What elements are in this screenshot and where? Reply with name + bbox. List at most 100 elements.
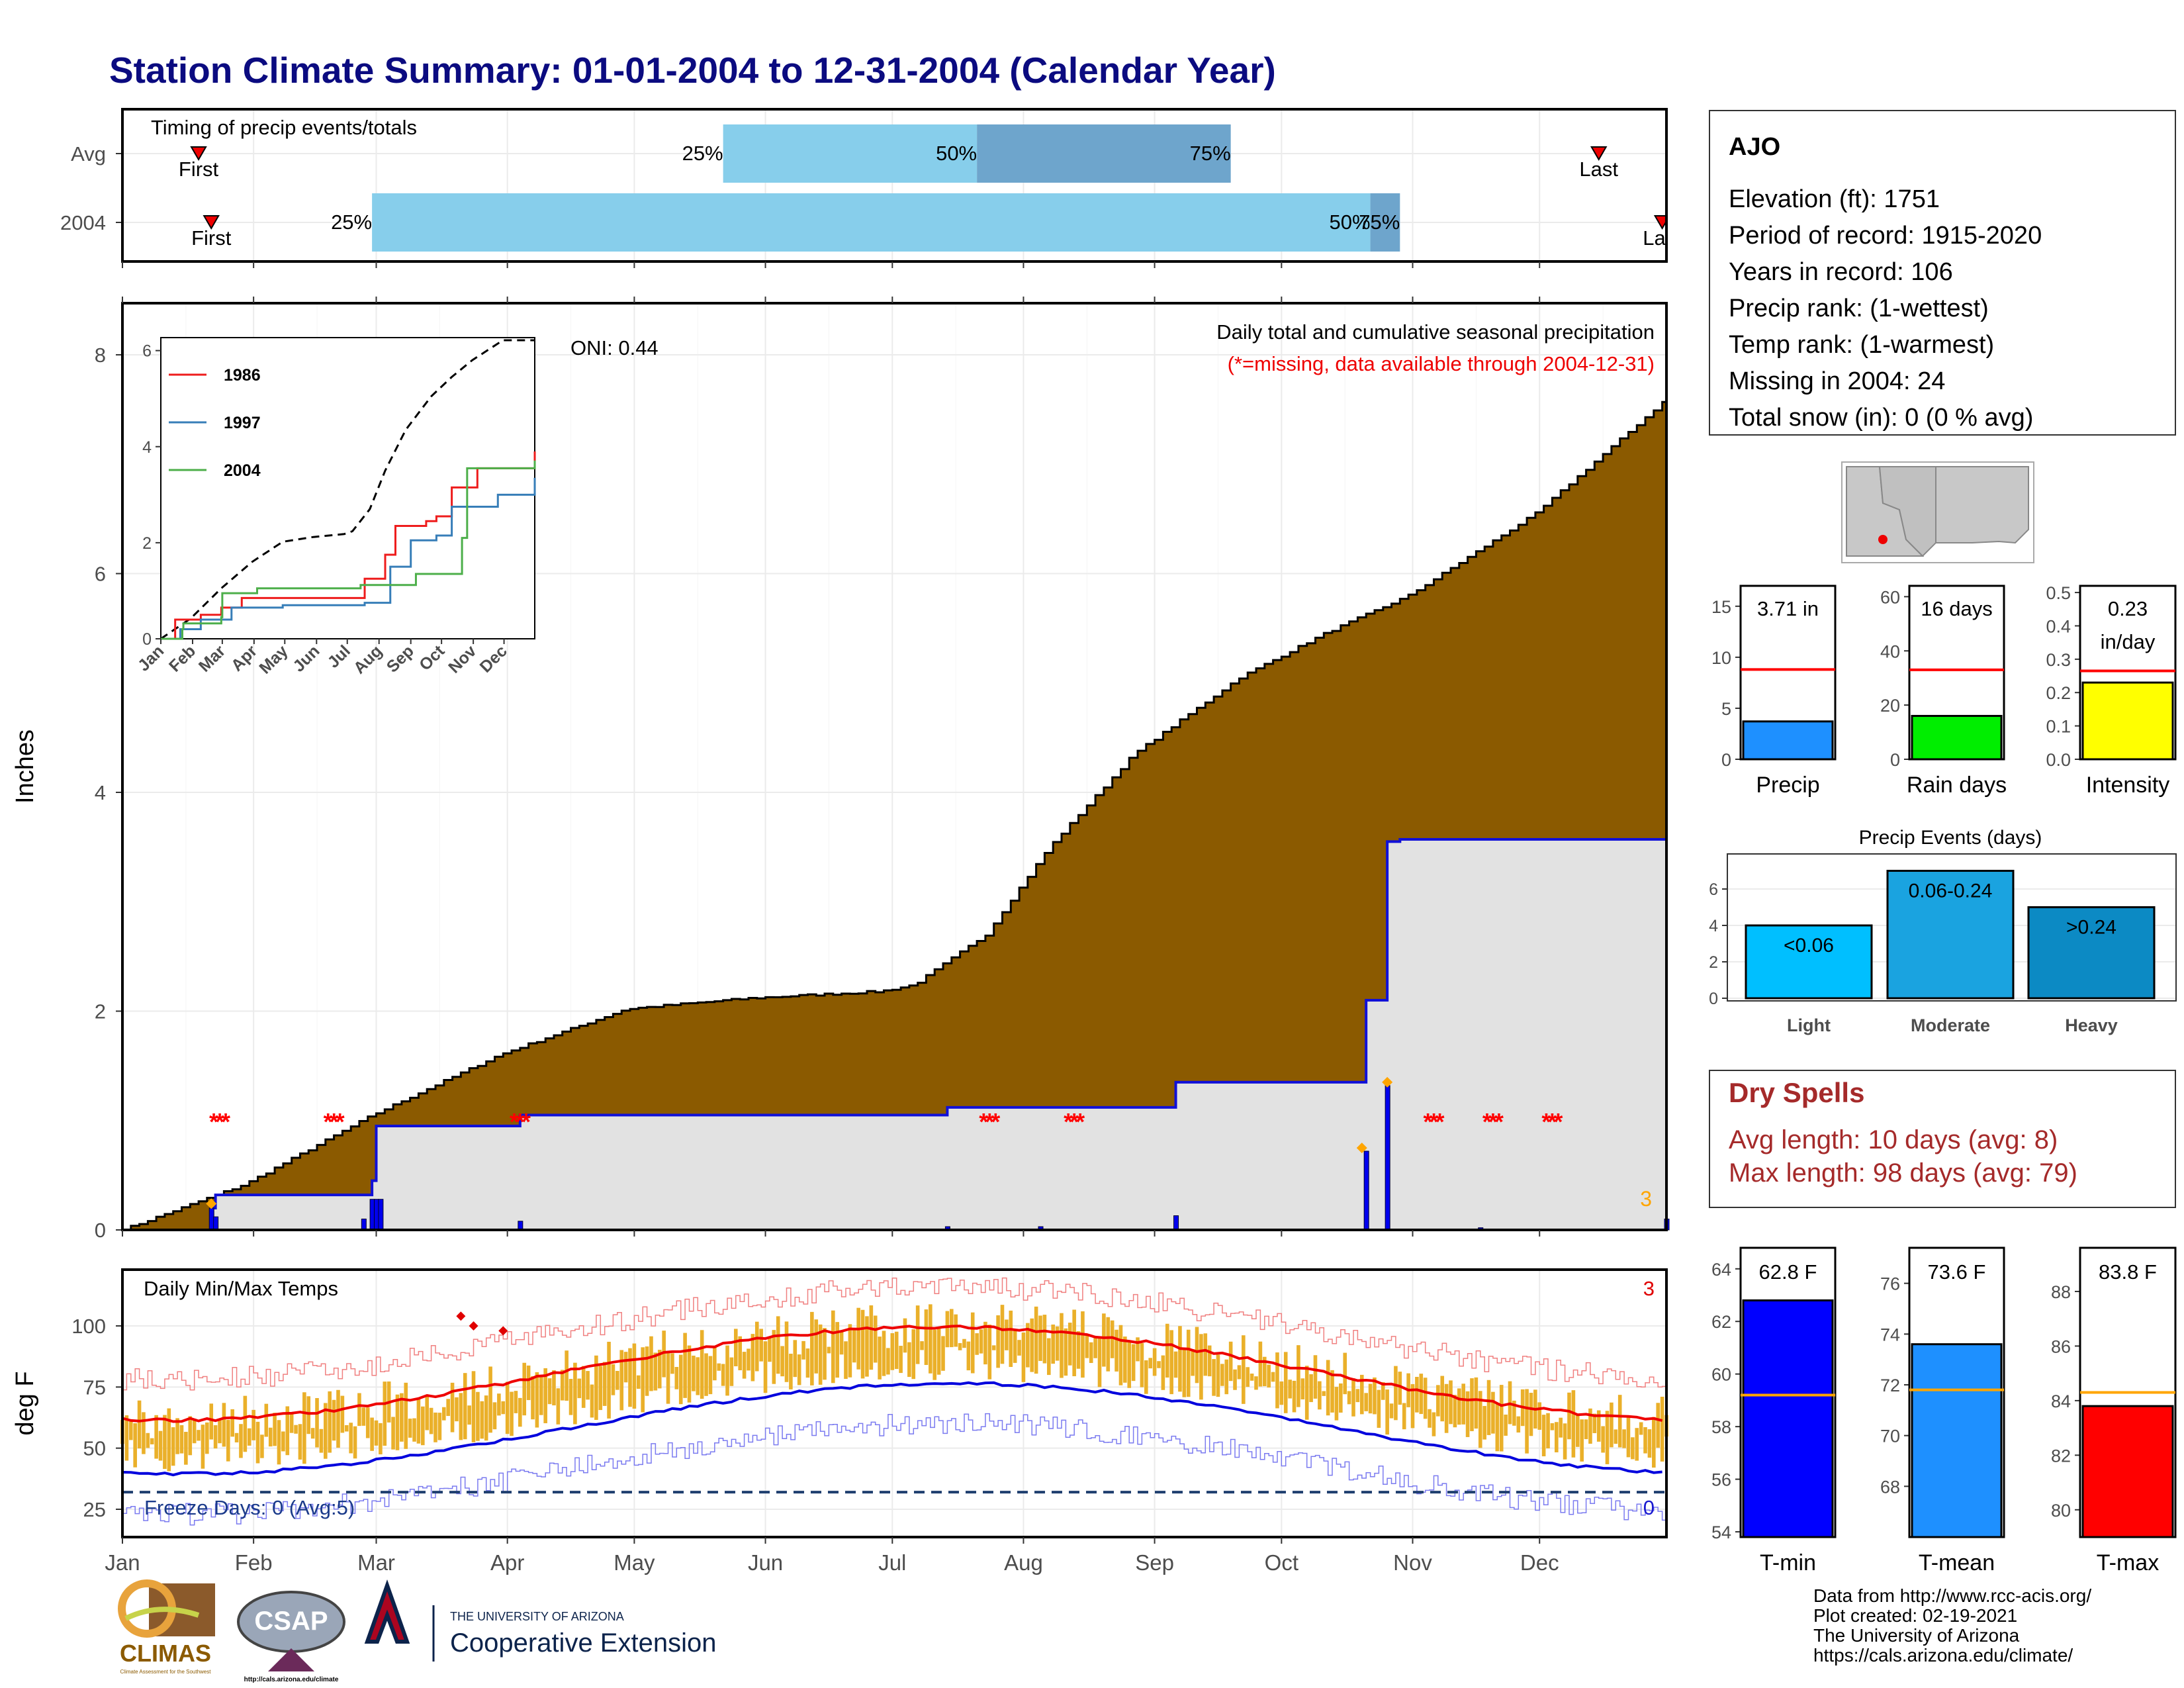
daily-temp-bar bbox=[1457, 1388, 1461, 1425]
daily-temp-bar bbox=[991, 1345, 996, 1350]
event-bar-label: <0.06 bbox=[1784, 935, 1834, 957]
bar-category-label: Rain days bbox=[1907, 773, 2007, 798]
daily-temp-bar bbox=[1652, 1417, 1656, 1468]
daily-temp-bar bbox=[1064, 1328, 1068, 1376]
tick-label: 0.1 bbox=[2046, 717, 2071, 737]
missing-marker: * bbox=[1064, 1108, 1073, 1135]
dry-title: Dry Spells bbox=[1729, 1077, 1864, 1108]
row-label: Avg bbox=[71, 142, 106, 165]
daily-temp-bar bbox=[692, 1355, 696, 1391]
bar-category-label: T-min bbox=[1760, 1550, 1816, 1575]
daily-temp-bar bbox=[1610, 1402, 1614, 1448]
daily-temp-bar bbox=[1330, 1370, 1334, 1413]
daily-temp-bar bbox=[759, 1329, 763, 1362]
daily-precip-bar bbox=[1385, 1085, 1390, 1231]
missing-marker: * bbox=[1075, 1108, 1085, 1135]
bar-value-label: 0.23 bbox=[2108, 597, 2148, 620]
month-label: Dec bbox=[1520, 1550, 1559, 1575]
daily-temp-bar bbox=[1512, 1400, 1516, 1426]
timing-title: Timing of precip events/totals bbox=[151, 116, 417, 139]
daily-temp-bar bbox=[602, 1362, 607, 1406]
legend-label: 1997 bbox=[224, 414, 261, 432]
daily-temp-bar bbox=[933, 1329, 937, 1380]
daily-temp-bar bbox=[324, 1403, 328, 1459]
event-bar bbox=[1745, 924, 1873, 1000]
daily-temp-bar bbox=[1242, 1335, 1246, 1404]
daily-temp-bar bbox=[1246, 1367, 1250, 1387]
daily-temp-bar bbox=[459, 1393, 463, 1440]
daily-temp-bar bbox=[1449, 1380, 1453, 1425]
daily-temp-bar bbox=[721, 1364, 725, 1386]
missing-marker: * bbox=[330, 1108, 339, 1135]
daily-temp-bar bbox=[370, 1417, 374, 1451]
daily-temp-bar bbox=[1465, 1391, 1470, 1437]
daily-temp-bar bbox=[1072, 1309, 1076, 1376]
footer-line: The University of Arizona bbox=[1813, 1625, 2020, 1646]
daily-temp-bar bbox=[547, 1378, 552, 1405]
daily-temp-bar bbox=[349, 1423, 353, 1454]
daily-temp-bar bbox=[510, 1391, 514, 1436]
daily-temp-bar bbox=[1334, 1387, 1339, 1421]
daily-temp-bar bbox=[1047, 1338, 1051, 1376]
daily-temp-bar bbox=[142, 1412, 146, 1454]
daily-temp-bar bbox=[539, 1376, 543, 1415]
record-high-line bbox=[122, 1277, 1667, 1391]
daily-temp-bar bbox=[1529, 1393, 1533, 1436]
daily-temp-bar bbox=[1516, 1416, 1521, 1433]
daily-temp-bar bbox=[1220, 1364, 1224, 1386]
daily-temp-bar bbox=[150, 1438, 154, 1444]
temp-bar bbox=[2081, 1405, 2174, 1538]
climas-wordmark: CLIMAS bbox=[120, 1640, 211, 1667]
daily-temp-bar bbox=[1271, 1372, 1275, 1382]
dry-avg: Avg length: 10 days (avg: 8) bbox=[1729, 1125, 2058, 1154]
bar-value-label: 3.71 in bbox=[1757, 597, 1819, 620]
daily-temp-bar bbox=[941, 1336, 945, 1371]
daily-temp-bar bbox=[742, 1352, 747, 1379]
daily-temp-bar bbox=[844, 1341, 848, 1380]
month-label: May bbox=[614, 1550, 655, 1575]
daily-temp-bar bbox=[641, 1347, 645, 1413]
daily-temp-bar bbox=[1123, 1336, 1127, 1383]
daily-temp-bar bbox=[772, 1330, 776, 1384]
daily-temp-bar bbox=[408, 1419, 412, 1438]
daily-temp-bar bbox=[243, 1395, 248, 1452]
daily-temp-bar bbox=[239, 1424, 243, 1458]
daily-temp-bar bbox=[674, 1366, 679, 1389]
daily-temp-bar bbox=[780, 1346, 784, 1377]
daily-temp-bar bbox=[1385, 1389, 1389, 1435]
daily-temp-bar bbox=[1081, 1311, 1085, 1378]
quartile-bar-upper bbox=[977, 124, 1231, 183]
daily-temp-bar bbox=[222, 1403, 226, 1447]
daily-temp-bar bbox=[1237, 1365, 1242, 1380]
daily-temp-bar bbox=[383, 1382, 387, 1446]
quartile-bar-lower bbox=[723, 124, 978, 183]
daily-temp-bar bbox=[577, 1378, 582, 1399]
tick-label: 5 bbox=[1721, 699, 1731, 719]
daily-temp-bar bbox=[429, 1407, 433, 1434]
daily-temp-bar bbox=[958, 1342, 962, 1350]
daily-temp-bar bbox=[1093, 1337, 1097, 1358]
daily-temp-bar bbox=[1178, 1326, 1182, 1392]
quartile-label-50: 50% bbox=[936, 142, 977, 165]
daily-temp-bar bbox=[306, 1396, 311, 1434]
daily-temp-bar bbox=[852, 1330, 856, 1363]
daily-temp-bar bbox=[446, 1399, 450, 1417]
daily-temp-bar bbox=[797, 1354, 801, 1385]
precip-frame bbox=[121, 302, 1668, 1231]
daily-temp-bar bbox=[1283, 1352, 1288, 1413]
daily-temp-bar bbox=[945, 1311, 950, 1348]
daily-temp-bar bbox=[1410, 1383, 1415, 1429]
daily-temp-bar bbox=[1106, 1317, 1111, 1372]
daily-temp-bar bbox=[1258, 1341, 1263, 1387]
daily-temp-bar bbox=[653, 1352, 658, 1391]
daily-temp-bar bbox=[484, 1395, 488, 1441]
location-map bbox=[1841, 461, 2034, 563]
daily-temp-bar bbox=[590, 1384, 594, 1418]
y-tick-label: 50 bbox=[83, 1437, 106, 1460]
daily-temp-bar bbox=[310, 1428, 315, 1439]
temp-bar bbox=[1742, 1299, 1834, 1538]
daily-temp-bar bbox=[1275, 1352, 1279, 1409]
daily-temp-bar bbox=[586, 1371, 590, 1400]
temp-frame bbox=[121, 1268, 1668, 1538]
month-label: Jan bbox=[105, 1550, 140, 1575]
